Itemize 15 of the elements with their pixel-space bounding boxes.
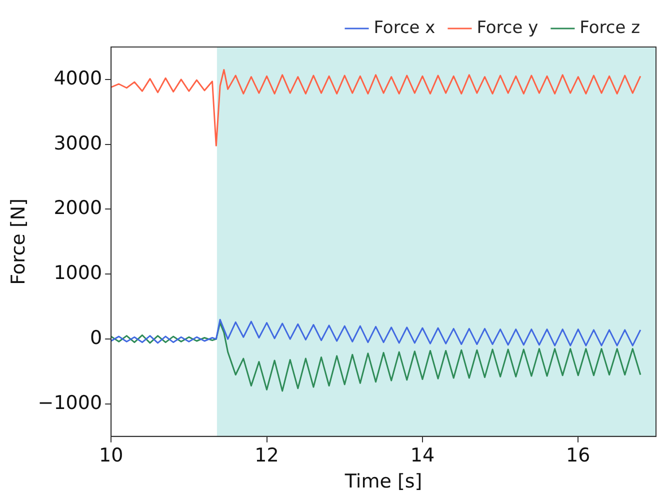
x-axis-title: Time [s]: [344, 470, 422, 493]
y-tick-label: −1000: [38, 392, 102, 414]
y-tick-label: 1000: [54, 262, 102, 284]
y-tick-label: 4000: [54, 67, 102, 90]
x-tick-label: 10: [98, 444, 124, 467]
legend-label: Force y: [476, 18, 538, 38]
y-tick-label: 2000: [54, 197, 102, 220]
x-tick-label: 12: [254, 444, 279, 467]
x-tick-label: 16: [566, 444, 590, 467]
x-tick-label: 14: [410, 444, 435, 467]
y-tick-label: 0: [90, 326, 102, 349]
y-axis-title: Force [N]: [7, 198, 30, 285]
legend-label: Force z: [580, 18, 640, 38]
legend-label: Force x: [374, 18, 436, 38]
y-tick-label: 3000: [54, 132, 102, 154]
